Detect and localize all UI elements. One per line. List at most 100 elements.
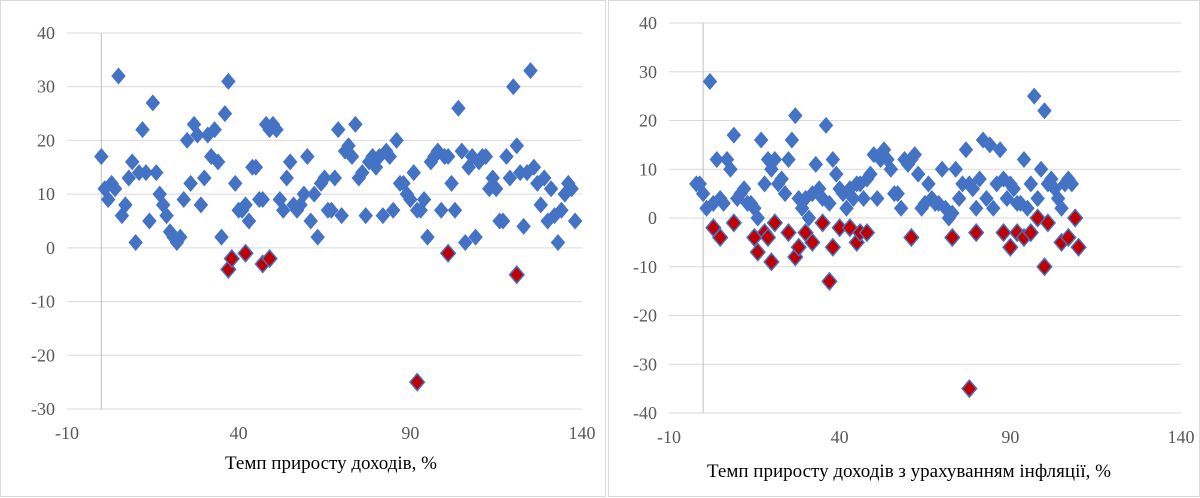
data-point	[992, 141, 1008, 159]
data-point	[801, 209, 817, 227]
x-tick-label: 140	[569, 423, 596, 443]
data-point	[440, 148, 456, 166]
y-tick-label: -30	[633, 354, 657, 374]
data-point	[118, 196, 133, 214]
data-point	[523, 62, 538, 80]
data-point	[519, 164, 535, 182]
negative-data-point	[408, 372, 426, 392]
data-point	[478, 148, 494, 166]
data-point	[282, 153, 298, 171]
data-point	[921, 175, 936, 193]
data-point	[808, 155, 823, 173]
y-tick-label: 40	[639, 13, 657, 33]
data-point	[337, 142, 353, 160]
data-point	[893, 199, 909, 217]
data-point	[506, 78, 521, 96]
data-point	[941, 209, 957, 227]
data-point	[420, 228, 435, 246]
data-point	[1054, 199, 1069, 217]
x-axis-label: Темп приросту доходів з урахуванням інфл…	[707, 461, 1111, 482]
y-tick-label: -10	[633, 257, 657, 277]
data-point	[730, 190, 745, 207]
data-point	[327, 169, 343, 187]
data-point	[543, 180, 559, 198]
data-point	[1027, 87, 1042, 105]
data-point	[324, 201, 339, 219]
negative-data-point	[841, 218, 859, 238]
data-point	[348, 115, 363, 133]
negative-data-point	[261, 248, 278, 269]
data-point	[331, 121, 346, 139]
data-point	[228, 174, 243, 192]
chart-panel-right: -40 -30 -20 -10 0 10 20 30 40 -10 40 90 140 Темп прир…	[608, 0, 1200, 497]
negative-data-point	[223, 248, 241, 269]
x-tick-label: 90	[401, 423, 419, 443]
data-point	[379, 142, 394, 160]
data-point	[537, 169, 552, 187]
data-point	[852, 175, 868, 193]
scatter-chart-right: -40 -30 -20 -10 0 10 20 30 40 -10 40 90 140 Темп прир…	[633, 13, 1195, 482]
y-tick-label: -30	[31, 399, 55, 419]
data-point	[406, 164, 421, 182]
negative-data-point	[944, 227, 961, 248]
data-point	[757, 175, 772, 193]
data-point	[1013, 194, 1028, 212]
data-point	[716, 194, 731, 212]
data-point	[784, 131, 800, 149]
data-point	[179, 131, 195, 149]
data-point	[217, 105, 233, 123]
data-point	[434, 201, 449, 219]
data-point	[111, 67, 126, 85]
data-point	[883, 160, 899, 178]
y-tick-label: -40	[633, 403, 657, 423]
data-point	[210, 153, 226, 171]
data-point	[372, 148, 387, 166]
data-point	[692, 175, 707, 193]
data-point	[805, 185, 820, 203]
y-tick-label: -20	[633, 306, 657, 326]
data-point	[550, 233, 566, 251]
negative-data-point	[804, 232, 821, 253]
x-tick-label: 40	[230, 423, 248, 443]
data-point	[138, 164, 154, 182]
data-point	[968, 199, 984, 217]
data-point	[825, 151, 841, 168]
data-point	[726, 126, 742, 144]
data-point	[142, 212, 157, 230]
data-point	[94, 148, 109, 166]
data-point	[723, 160, 738, 178]
negative-data-point	[759, 227, 777, 248]
data-point	[214, 228, 229, 246]
data-point	[979, 190, 994, 207]
data-point	[859, 170, 875, 188]
negative-data-point	[763, 252, 780, 272]
negative-data-point	[1060, 227, 1077, 248]
data-point	[1064, 175, 1079, 193]
data-point	[567, 212, 583, 230]
data-point	[190, 126, 205, 144]
data-point	[107, 180, 123, 198]
data-point	[276, 201, 291, 219]
data-point	[516, 217, 531, 235]
data-point	[334, 207, 349, 225]
data-point	[777, 185, 793, 203]
data-point	[1023, 175, 1039, 193]
data-point	[464, 148, 480, 166]
negative-data-point	[1002, 237, 1019, 257]
data-point	[399, 185, 415, 203]
data-point	[702, 73, 718, 90]
data-point	[306, 185, 322, 203]
data-point	[1033, 160, 1049, 178]
data-point	[389, 131, 404, 149]
data-point	[269, 121, 284, 139]
data-point	[1030, 190, 1045, 207]
data-point	[416, 191, 432, 209]
data-point	[310, 228, 325, 246]
data-point	[100, 191, 116, 209]
negative-data-point	[508, 265, 525, 285]
data-point	[774, 170, 789, 188]
data-point	[183, 174, 198, 192]
data-point	[1016, 151, 1032, 168]
negative-data-point	[1066, 208, 1084, 228]
data-point	[736, 180, 752, 198]
